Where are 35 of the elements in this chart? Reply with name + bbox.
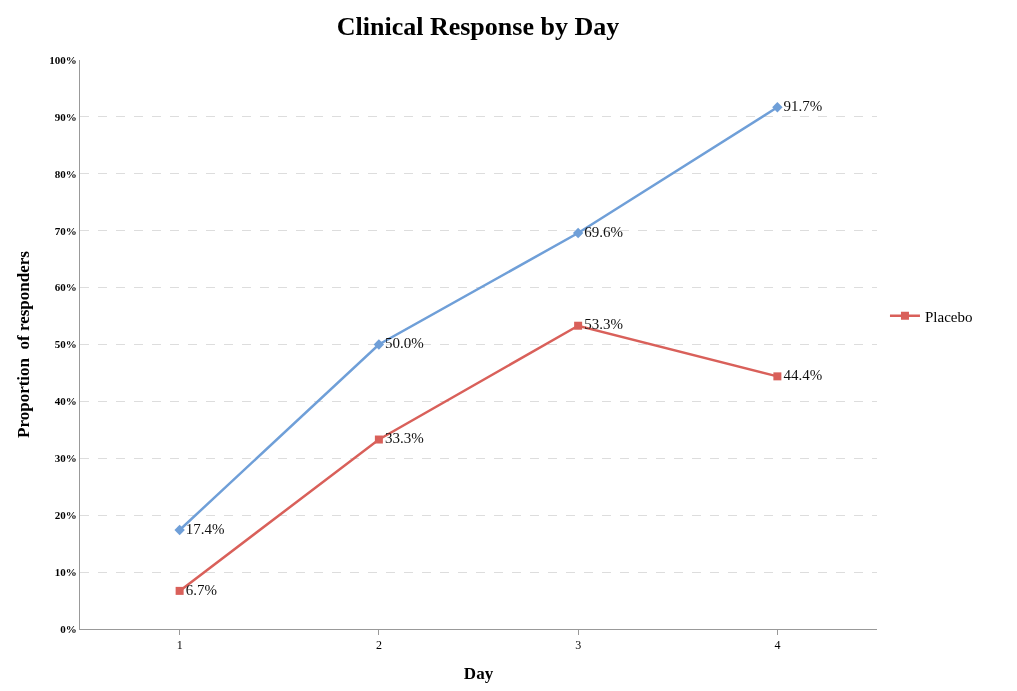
chart-title: Clinical Response by Day [336,12,620,42]
data-label: 69.6% [584,223,623,240]
y-tick-label: 50% [54,338,77,351]
y-tick-label: 60% [54,281,77,294]
point [373,339,385,350]
x-tick-label: 2 [375,638,382,653]
data-label: 33.3% [384,430,424,447]
legend-label: Placebo [924,308,973,325]
y-axis-title: Proportion of responders [13,250,33,438]
point [175,586,184,595]
y-tick-label: 10% [54,565,77,578]
x-axis-title: Day [463,663,494,683]
data-label: 44.4% [783,367,823,384]
point [374,435,383,444]
x-tick-label: 4 [774,638,781,653]
y-tick-label: 90% [54,110,77,123]
y-tick-label: 100% [49,53,77,66]
point [174,524,185,536]
data-label: 91.7% [783,97,823,114]
point [772,102,783,113]
y-tick-label: 30% [54,452,77,465]
point [574,321,583,330]
point [572,227,584,239]
y-tick-label: 40% [54,395,77,408]
y-tick-label: 70% [54,224,77,237]
x-tick-label: 1 [176,638,183,653]
y-tick-label: 0% [60,622,77,635]
data-label: 50.0% [384,335,424,352]
point [773,372,782,381]
y-tick-label: 20% [54,509,77,522]
x-tick-label: 3 [575,638,582,653]
data-label: 6.7% [185,581,217,598]
data-label: 53.3% [584,316,623,333]
y-tick-label: 80% [54,167,77,180]
data-label: 17.4% [185,520,225,537]
